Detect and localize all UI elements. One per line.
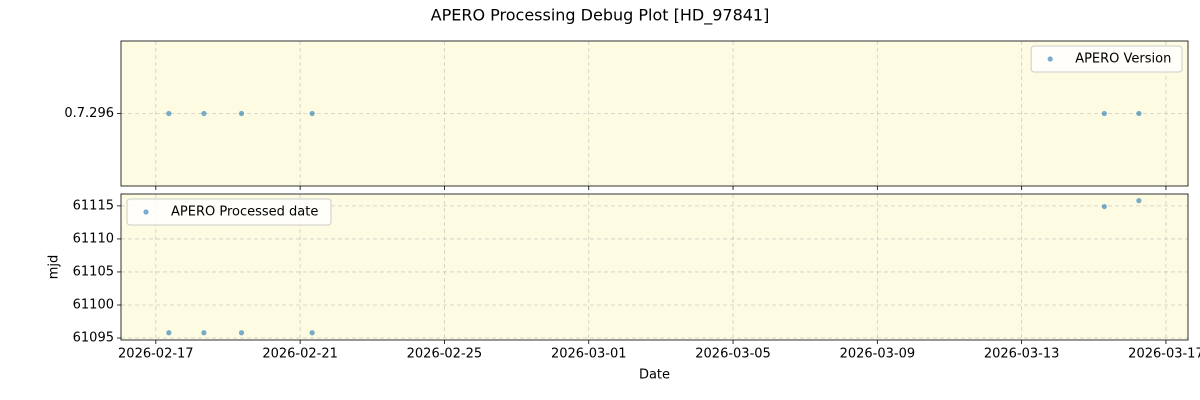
legend-box (1030, 45, 1183, 73)
x-tick-label: 2026-03-05 (695, 347, 771, 362)
y-tick-label: 61100 (73, 297, 114, 312)
figure-title: APERO Processing Debug Plot [HD_97841] (431, 6, 770, 26)
x-tick-label: 2026-03-13 (984, 347, 1060, 362)
point (1136, 198, 1142, 204)
point (238, 330, 245, 336)
point (238, 110, 245, 117)
y-tick-label: 61095 (73, 331, 114, 346)
y-axis-label: mjd (47, 255, 62, 280)
point (309, 110, 315, 117)
axes-frame (120, 193, 1189, 341)
legend-label: APERO Processed date (171, 205, 318, 220)
y-tick-label: 0.7.296 (64, 106, 114, 121)
x-tick-label: 2026-02-21 (262, 347, 338, 362)
legend-label: APERO Version (1075, 52, 1171, 67)
point (1136, 110, 1142, 117)
x-axis-label: Date (639, 368, 670, 383)
x-tick-label: 2026-03-01 (551, 347, 627, 362)
x-tick-label: 2026-03-17 (1128, 347, 1200, 362)
axes-frame (120, 40, 1189, 187)
point (309, 330, 315, 336)
legend-marker (1047, 56, 1053, 62)
y-tick-label: 61105 (73, 264, 114, 279)
legend-box (126, 198, 332, 226)
point (1101, 203, 1107, 210)
x-tick-label: 2026-02-17 (118, 347, 194, 362)
legend-marker (143, 209, 149, 215)
point (1101, 110, 1107, 117)
x-tick-label: 2026-02-25 (407, 347, 483, 362)
point (201, 330, 207, 336)
point (166, 330, 172, 336)
x-tick-label: 2026-03-09 (840, 347, 916, 362)
y-tick-label: 61115 (73, 198, 114, 213)
point (201, 110, 207, 117)
y-tick-label: 61110 (73, 231, 114, 246)
point (166, 110, 172, 117)
